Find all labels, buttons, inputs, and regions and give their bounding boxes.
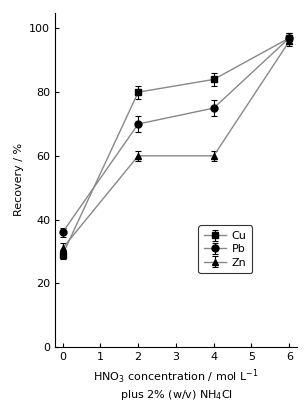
Y-axis label: Recovery / %: Recovery / %: [14, 143, 24, 216]
Legend: Cu, Pb, Zn: Cu, Pb, Zn: [198, 225, 252, 273]
X-axis label: HNO$_3$ concentration / mol L$^{-1}$
plus 2% (w/v) NH$_4$Cl: HNO$_3$ concentration / mol L$^{-1}$ plu…: [93, 367, 259, 402]
